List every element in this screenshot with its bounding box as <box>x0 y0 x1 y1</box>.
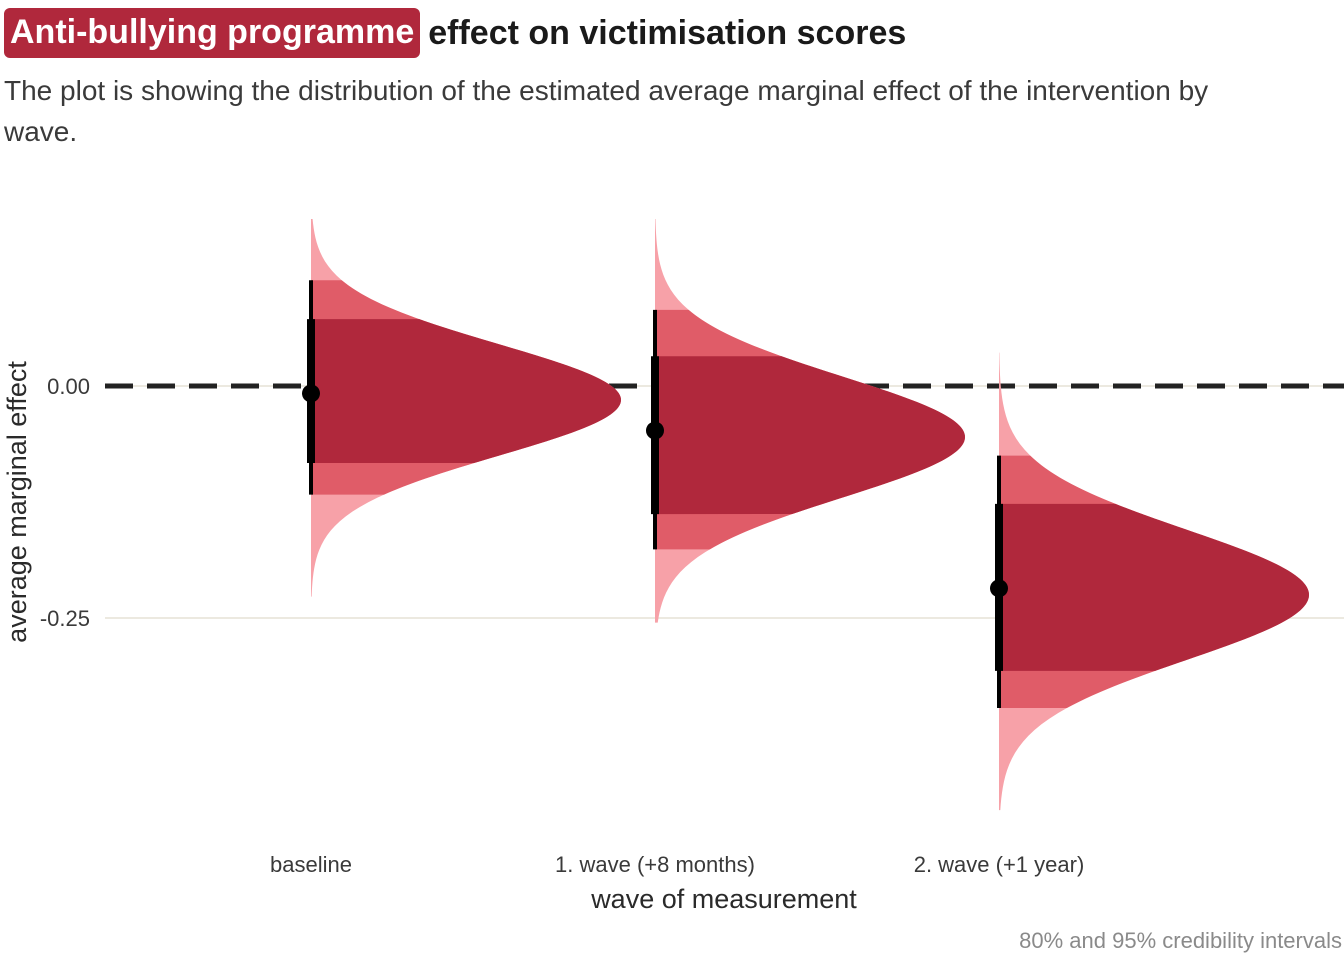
chart-caption: 80% and 95% credibility intervals <box>1019 928 1342 953</box>
median-point <box>302 384 320 403</box>
distribution-layer <box>311 218 1309 811</box>
median-point <box>646 421 664 440</box>
distribution-0 <box>311 218 621 597</box>
distribution-ci80 <box>311 319 621 464</box>
interval-layer <box>302 280 1008 709</box>
median-point <box>990 579 1008 598</box>
interval-0 <box>302 280 320 495</box>
title-rest: effect on victimisation scores <box>428 14 907 52</box>
chart-subtitle: The plot is showing the distribution of … <box>4 75 1209 147</box>
interval-2 <box>990 455 1008 709</box>
y-tick-label: 0.00 <box>47 374 90 399</box>
y-axis-title: average marginal effect <box>2 361 32 643</box>
interval-1 <box>646 309 664 550</box>
distribution-ci80 <box>999 503 1309 671</box>
distribution-1 <box>655 218 965 623</box>
distribution-2 <box>999 352 1309 811</box>
x-tick-label: baseline <box>270 852 352 877</box>
x-axis-title: wave of measurement <box>590 884 857 914</box>
x-tick-label: 2. wave (+1 year) <box>914 852 1085 877</box>
distribution-ci80 <box>655 356 965 515</box>
x-tick-label: 1. wave (+8 months) <box>555 852 755 877</box>
y-tick-label: -0.25 <box>40 606 90 631</box>
x-tick-labels: baseline 1. wave (+8 months) 2. wave (+1 y… <box>270 852 1084 877</box>
title-highlight: Anti-bullying programme <box>4 8 421 58</box>
y-tick-labels: 0.00 -0.25 <box>40 374 90 631</box>
chart-title: Anti-bullying programme effect on victim… <box>4 6 906 60</box>
